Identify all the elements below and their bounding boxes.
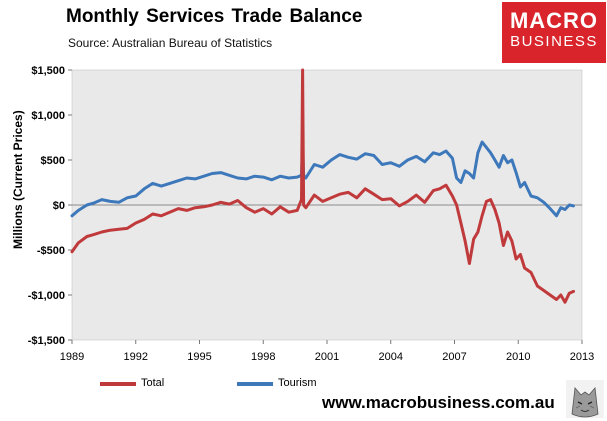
x-axis-ticks: 1989 1992 1995 1998 2001 2004 2007 2010 2013 bbox=[60, 340, 594, 363]
x-tick-label: 2001 bbox=[315, 351, 339, 363]
x-tick-label: 2010 bbox=[506, 351, 530, 363]
series-lines bbox=[70, 68, 575, 304]
series-line-total bbox=[70, 68, 575, 304]
x-tick-label: 2004 bbox=[379, 351, 403, 363]
y-tick-label: $1,500 bbox=[31, 65, 65, 77]
legend-tourism-swatch bbox=[237, 382, 273, 386]
x-tick-label: 1998 bbox=[251, 351, 275, 363]
y-tick-label: -$1,500 bbox=[28, 335, 65, 347]
legend-total-swatch bbox=[100, 382, 136, 386]
x-tick-label: 1995 bbox=[187, 351, 211, 363]
macrobusiness-logo[interactable]: MACRO BUSINESS bbox=[502, 2, 606, 63]
chart-source: Source: Australian Bureau of Statistics bbox=[68, 36, 273, 50]
series-line-tourism bbox=[70, 140, 575, 218]
logo-line-1: MACRO bbox=[509, 8, 599, 33]
x-tick-label: 1992 bbox=[124, 351, 148, 363]
y-axis-ticks: $1,500 $1,000 $500 $0 -$500 -$1,000 -$1,500 bbox=[28, 65, 72, 347]
y-tick-label: $0 bbox=[53, 200, 65, 212]
chart-title: Monthly Services Trade Balance bbox=[66, 6, 363, 27]
y-tick-label: -$500 bbox=[37, 245, 65, 257]
x-tick-label: 1989 bbox=[60, 351, 84, 363]
y-tick-label: $1,000 bbox=[31, 110, 65, 122]
x-tick-label: 2013 bbox=[570, 351, 594, 363]
y-tick-label: -$1,000 bbox=[28, 290, 65, 302]
website-url[interactable]: www.macrobusiness.com.au bbox=[322, 393, 555, 412]
logo-line-2: BUSINESS bbox=[510, 33, 598, 50]
x-tick-label: 2007 bbox=[442, 351, 466, 363]
wolf-icon bbox=[566, 380, 604, 418]
y-tick-label: $500 bbox=[41, 155, 65, 167]
legend-tourism-label: Tourism bbox=[278, 377, 317, 389]
legend-total-label: Total bbox=[141, 377, 165, 389]
